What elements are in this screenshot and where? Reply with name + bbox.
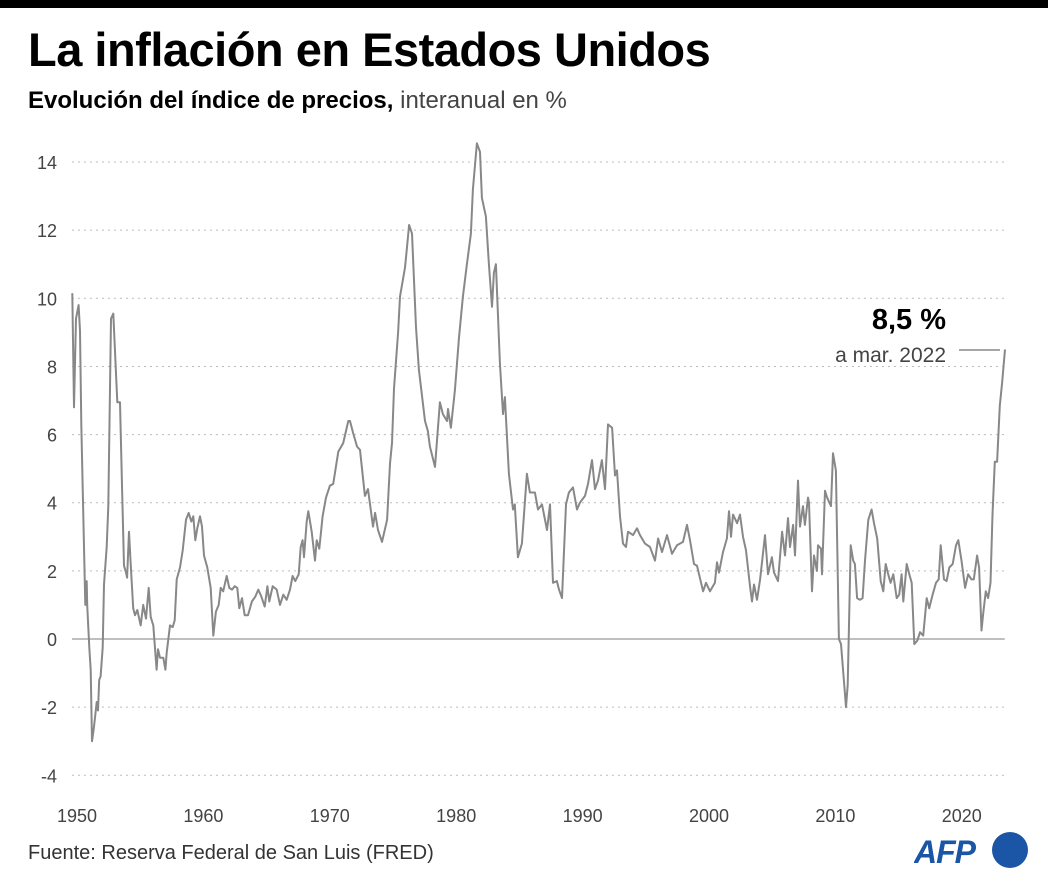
x-tick-label: 2020 [942,806,982,826]
annotation-date: a mar. 2022 [835,344,946,367]
x-tick-label: 1950 [57,806,97,826]
y-tick-label: -4 [41,766,57,786]
x-tick-label: 1990 [563,806,603,826]
y-tick-label: 10 [37,289,57,309]
svg-text:AFP: AFP [914,834,977,870]
top-bar [0,0,1048,8]
chart-title: La inflación en Estados Unidos [28,23,711,76]
x-tick-label: 1960 [183,806,223,826]
subtitle-bold: Evolución del índice de precios, [28,87,394,114]
afp-logo: AFP [914,832,1028,870]
x-tick-label: 2000 [689,806,729,826]
subtitle-light: interanual en % [400,87,567,114]
y-tick-label: 12 [37,221,57,241]
y-tick-label: -2 [41,698,57,718]
y-axis-ticks: -4 -2 0 2 4 6 8 10 12 14 [37,153,57,786]
x-tick-label: 1970 [310,806,350,826]
x-tick-label: 2010 [815,806,855,826]
x-tick-label: 1980 [436,806,476,826]
gridlines [71,161,1005,776]
x-axis-ticks: 1950 1960 1970 1980 1990 2000 2010 2020 [57,806,982,826]
y-tick-label: 6 [47,426,57,446]
source-note: Fuente: Reserva Federal de San Luis (FRE… [28,842,434,864]
series-line-inflation [71,142,1006,743]
y-tick-label: 8 [47,357,57,377]
y-tick-label: 14 [37,153,57,173]
y-tick-label: 4 [47,494,57,514]
y-tick-label: 0 [47,630,57,650]
annotation-value: 8,5 % [872,304,946,336]
chart-subtitle: Evolución del índice de precios, interan… [28,87,567,115]
y-tick-label: 2 [47,562,57,582]
